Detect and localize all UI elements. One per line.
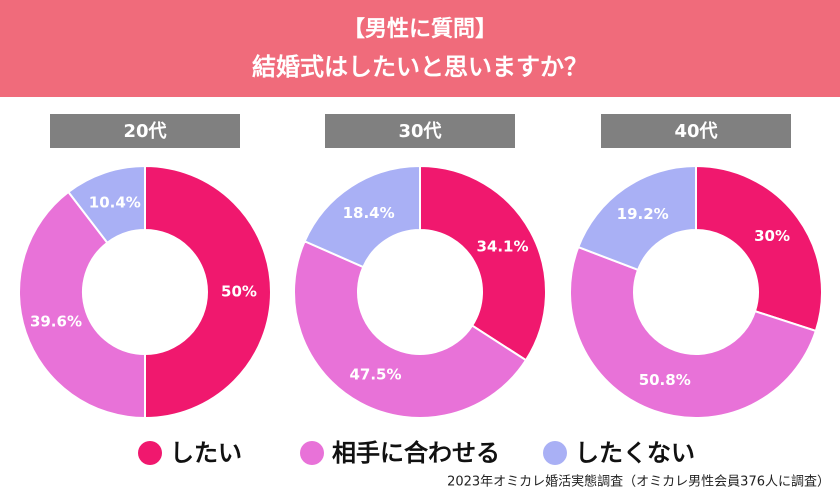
value-label: 39.6%: [30, 313, 82, 331]
value-label: 34.1%: [476, 237, 528, 255]
donut-segment: [568, 245, 818, 420]
donut-segment: [576, 164, 697, 272]
panel-label-box: [50, 114, 240, 148]
donut-segment: [695, 164, 823, 333]
legend-label: 相手に合わせる: [332, 439, 500, 467]
value-label: 50.8%: [639, 371, 691, 389]
value-label: 47.5%: [349, 365, 401, 383]
donut-segment: [18, 190, 146, 420]
legend-label: したい: [170, 439, 242, 467]
panel-title: 30代: [398, 121, 441, 142]
donut-segment: [419, 164, 547, 362]
title-line: 【男性に質問】: [343, 17, 497, 42]
header-band: [0, 0, 840, 97]
legend-swatch: [543, 441, 567, 465]
source-note: 2023年オミカレ婚活実態調査（オミカレ男性会員376人に調査）: [447, 474, 830, 490]
value-label: 10.4%: [89, 193, 141, 211]
value-label: 50%: [221, 283, 257, 301]
panel-title: 20代: [123, 121, 166, 142]
value-label: 19.2%: [617, 205, 669, 223]
donut-segment: [66, 164, 146, 245]
value-label: 18.4%: [343, 204, 395, 222]
donut-segment: [144, 164, 272, 420]
value-label: 30%: [754, 227, 790, 245]
donut-segment: [293, 239, 528, 419]
panel-label-box: [325, 114, 515, 148]
panel-title: 40代: [674, 121, 717, 142]
legend-swatch: [300, 441, 324, 465]
title-line: 結婚式はしたいと思いますか？: [252, 53, 588, 81]
donut-segment: [303, 164, 421, 269]
panel-label-box: [601, 114, 791, 148]
legend-label: したくない: [575, 439, 695, 467]
legend-swatch: [138, 441, 162, 465]
